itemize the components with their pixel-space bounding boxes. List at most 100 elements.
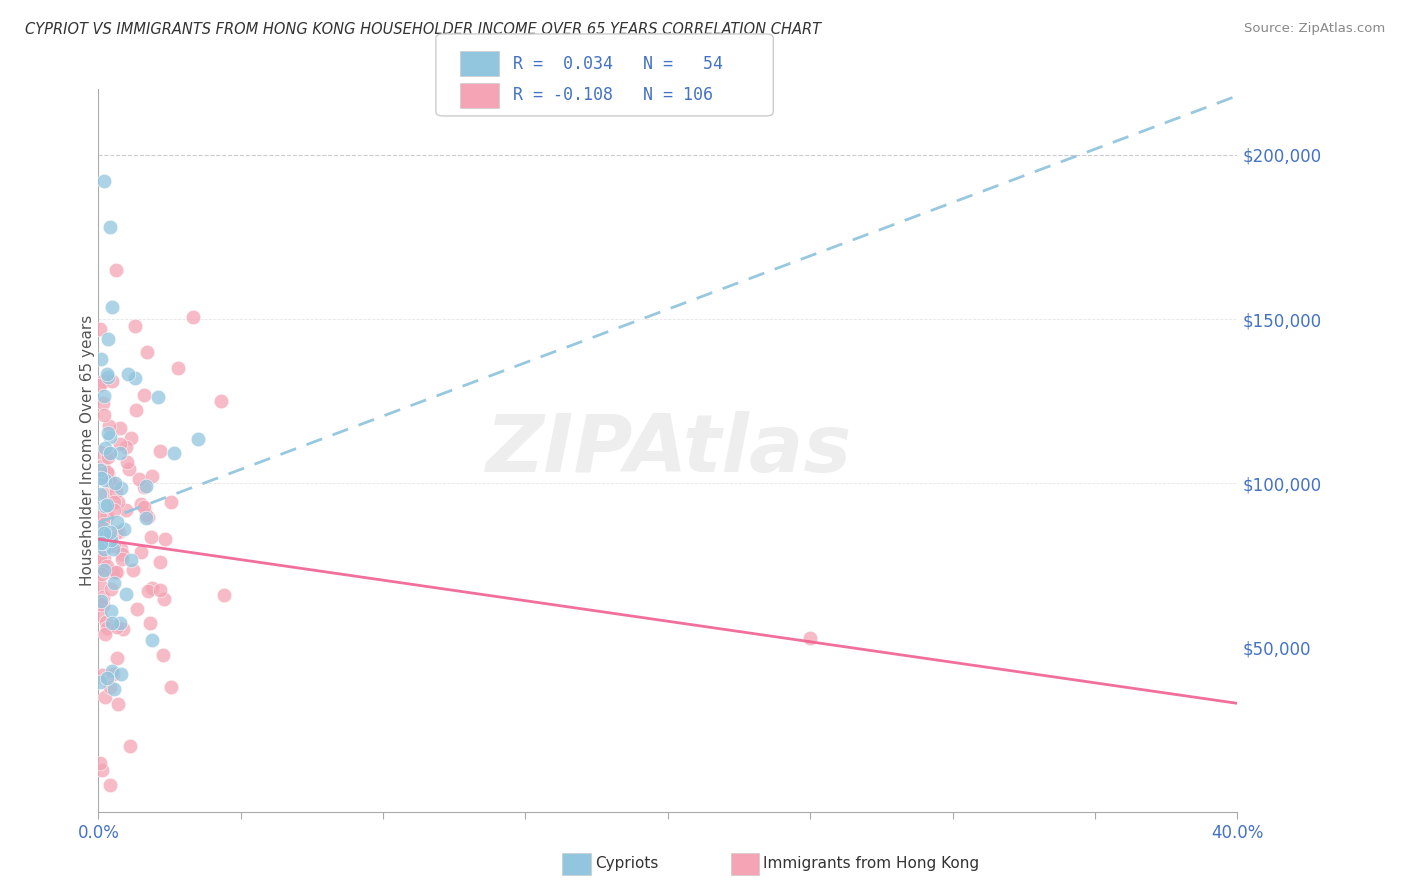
Point	[129, 544, 152, 558]
Point	[96, 621, 118, 635]
Point	[90, 763, 112, 777]
Point	[103, 494, 125, 508]
Point	[212, 588, 235, 602]
Point	[91, 536, 114, 550]
Point	[94, 690, 117, 705]
Point	[105, 515, 128, 529]
Point	[91, 395, 114, 409]
Point	[89, 377, 111, 392]
Point	[93, 389, 115, 403]
Point	[135, 345, 157, 359]
Point	[159, 495, 181, 509]
Text: Immigrants from Hong Kong: Immigrants from Hong Kong	[763, 856, 980, 871]
Point	[105, 484, 128, 499]
Point	[108, 524, 131, 539]
Point	[97, 467, 120, 482]
Point	[89, 530, 111, 544]
Point	[136, 509, 159, 524]
Point	[103, 576, 125, 591]
Point	[105, 524, 128, 539]
Point	[111, 547, 134, 561]
Point	[181, 310, 204, 324]
Point	[96, 509, 118, 524]
Point	[98, 446, 121, 460]
Point	[89, 578, 111, 592]
Point	[163, 445, 186, 459]
Point	[141, 530, 163, 544]
Point	[90, 536, 112, 550]
Point	[124, 371, 146, 385]
Point	[112, 522, 135, 536]
Point	[90, 593, 112, 607]
Point	[132, 388, 155, 402]
Point	[93, 526, 115, 541]
Point	[135, 511, 157, 525]
Point	[91, 590, 114, 604]
Point	[93, 516, 115, 531]
Point	[96, 466, 118, 480]
Point	[97, 450, 120, 465]
Point	[124, 318, 146, 333]
Point	[96, 671, 118, 685]
Point	[94, 486, 117, 500]
Point	[94, 441, 117, 455]
Point	[101, 374, 124, 388]
Point	[98, 430, 121, 444]
Point	[138, 584, 160, 599]
Text: Source: ZipAtlas.com: Source: ZipAtlas.com	[1244, 22, 1385, 36]
Point	[93, 473, 115, 487]
Point	[111, 552, 134, 566]
Point	[93, 469, 115, 483]
Point	[129, 497, 152, 511]
Point	[93, 408, 115, 422]
Point	[94, 527, 117, 541]
Point	[94, 499, 117, 513]
Point	[135, 508, 157, 523]
Point	[115, 503, 138, 517]
Point	[98, 680, 121, 694]
Point	[108, 446, 131, 460]
Point	[135, 479, 157, 493]
Point	[107, 565, 129, 579]
Point	[103, 502, 125, 516]
Point	[89, 533, 111, 548]
Point	[94, 615, 117, 629]
Point	[120, 431, 142, 445]
Point	[90, 470, 112, 484]
Point	[96, 498, 118, 512]
Point	[107, 651, 129, 665]
Point	[89, 487, 111, 501]
Point	[117, 367, 139, 381]
Point	[93, 174, 115, 188]
Point	[100, 582, 122, 597]
Point	[89, 549, 111, 564]
Point	[89, 674, 111, 689]
Point	[127, 602, 149, 616]
Point	[98, 445, 121, 459]
Point	[104, 476, 127, 491]
Point	[98, 474, 121, 488]
Point	[128, 472, 150, 486]
Point	[118, 739, 141, 753]
Point	[141, 469, 163, 483]
Text: R = -0.108   N = 106: R = -0.108 N = 106	[513, 87, 713, 104]
Point	[149, 555, 172, 569]
Point	[91, 520, 114, 534]
Point	[101, 615, 124, 630]
Point	[91, 458, 114, 472]
Point	[110, 421, 132, 435]
Point	[90, 597, 112, 611]
Point	[153, 591, 176, 606]
Point	[93, 563, 115, 577]
Point	[160, 681, 183, 695]
Point	[103, 682, 125, 697]
Point	[101, 565, 124, 579]
Point	[132, 500, 155, 514]
Point	[91, 374, 114, 388]
Point	[91, 598, 114, 612]
Point	[167, 361, 190, 376]
Text: ZIPAtlas: ZIPAtlas	[485, 411, 851, 490]
Point	[97, 418, 120, 433]
Text: CYPRIOT VS IMMIGRANTS FROM HONG KONG HOUSEHOLDER INCOME OVER 65 YEARS CORRELATIO: CYPRIOT VS IMMIGRANTS FROM HONG KONG HOU…	[25, 22, 821, 37]
Point	[90, 352, 112, 367]
